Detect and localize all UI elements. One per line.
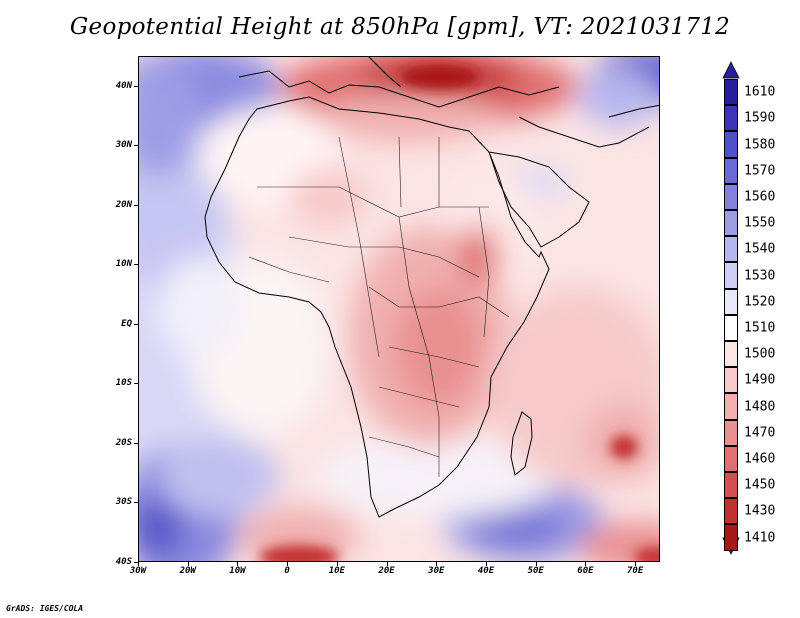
colorbar-label: 1610 — [744, 84, 776, 100]
longitude-tick — [187, 562, 189, 566]
colorbar-label: 1550 — [744, 215, 776, 231]
latitude-label: 30N — [115, 140, 132, 151]
colorbar-label: 1590 — [744, 110, 776, 126]
longitude-tick — [436, 562, 438, 566]
latitude-tick — [134, 85, 138, 87]
colorbar-label: 1430 — [744, 503, 776, 519]
map-title: Geopotential Height at 850hPa [gpm], VT:… — [69, 14, 731, 40]
colorbar-swatch — [724, 183, 738, 210]
latitude-label: 10S — [115, 378, 132, 389]
longitude-tick — [486, 562, 487, 566]
colorbar-label: 1480 — [744, 399, 776, 414]
longitude-label: 20W — [179, 566, 196, 576]
latitude-label: 10N — [115, 259, 132, 270]
latitude-label: 40N — [115, 80, 132, 91]
latitude-label: 20S — [115, 437, 132, 448]
latitude-tick — [134, 442, 138, 444]
colorbar-label: 1530 — [744, 268, 776, 283]
grads-footer: GrADS: IGES/COLA — [6, 604, 84, 613]
longitude-label: 70E — [627, 566, 644, 576]
longitude-label: 30E — [428, 566, 445, 576]
colorbar-label: 1500 — [744, 346, 776, 362]
colorbar-label: 1540 — [744, 241, 776, 257]
colorbar-label: 1520 — [744, 294, 776, 310]
colorbar-swatch — [724, 236, 738, 263]
colorbar-label: 1410 — [744, 530, 776, 545]
colorbar-top-arrow — [722, 61, 740, 79]
longitude-label: 10E — [328, 566, 345, 576]
longitude-label: 60E — [577, 566, 594, 576]
colorbar-label: 1510 — [744, 320, 776, 336]
colorbar-label: 1560 — [744, 189, 776, 205]
latitude-tick — [134, 145, 138, 147]
colorbar-swatch — [724, 367, 738, 394]
longitude-tick — [535, 562, 537, 566]
colorbar-label: 1460 — [744, 451, 776, 467]
latitude-tick — [134, 383, 138, 385]
colorbar-swatch — [724, 393, 738, 420]
colorbar-label: 1450 — [744, 477, 776, 493]
longitude-tick — [287, 562, 289, 566]
colorbar-swatch — [724, 498, 738, 525]
colorbar-swatch — [724, 472, 738, 499]
colorbar-swatch — [724, 210, 738, 237]
latitude-label: EQ — [121, 318, 132, 329]
colorbar-label: 1470 — [744, 425, 776, 441]
longitude-label: 50E — [527, 566, 544, 576]
longitude-label: 40E — [477, 566, 495, 576]
latitude-tick — [134, 562, 138, 563]
colorbar-swatch — [724, 131, 738, 158]
latitude-label: 30S — [115, 497, 132, 508]
latitude-tick — [134, 264, 138, 266]
latitude-tick — [134, 204, 138, 206]
longitude-label: 10W — [229, 566, 246, 576]
colorbar-swatch — [724, 79, 738, 106]
longitude-tick — [237, 562, 239, 566]
colorbar-swatch — [724, 314, 738, 341]
longitude-tick — [138, 562, 139, 566]
colorbar-swatch — [724, 524, 738, 551]
longitude-tick — [585, 562, 587, 566]
latitude-label: 20N — [115, 199, 132, 210]
longitude-tick — [635, 562, 637, 566]
longitude-tick — [336, 562, 338, 566]
country-borders — [248, 136, 510, 477]
colorbar-label: 1580 — [744, 137, 776, 152]
longitude-tick — [386, 562, 388, 566]
colorbar-swatch — [724, 157, 738, 184]
map-plot-area — [138, 56, 660, 562]
colorbar-swatch — [724, 105, 738, 132]
latitude-label: 40S — [115, 557, 132, 567]
longitude-label: 30W — [129, 566, 147, 576]
height-field-map — [139, 57, 659, 561]
colorbar-label: 1570 — [744, 163, 776, 179]
colorbar-swatch — [724, 445, 738, 472]
longitude-label: 0 — [284, 566, 290, 576]
colorbar-swatch — [724, 341, 738, 368]
colorbar-swatch — [724, 262, 738, 289]
colorbar-swatch — [724, 288, 738, 315]
colorbar-swatch — [724, 419, 738, 446]
coastlines — [204, 57, 659, 518]
latitude-tick — [134, 323, 138, 325]
latitude-tick — [134, 502, 138, 504]
longitude-label: 20E — [378, 566, 395, 576]
colorbar-label: 1490 — [744, 372, 776, 388]
